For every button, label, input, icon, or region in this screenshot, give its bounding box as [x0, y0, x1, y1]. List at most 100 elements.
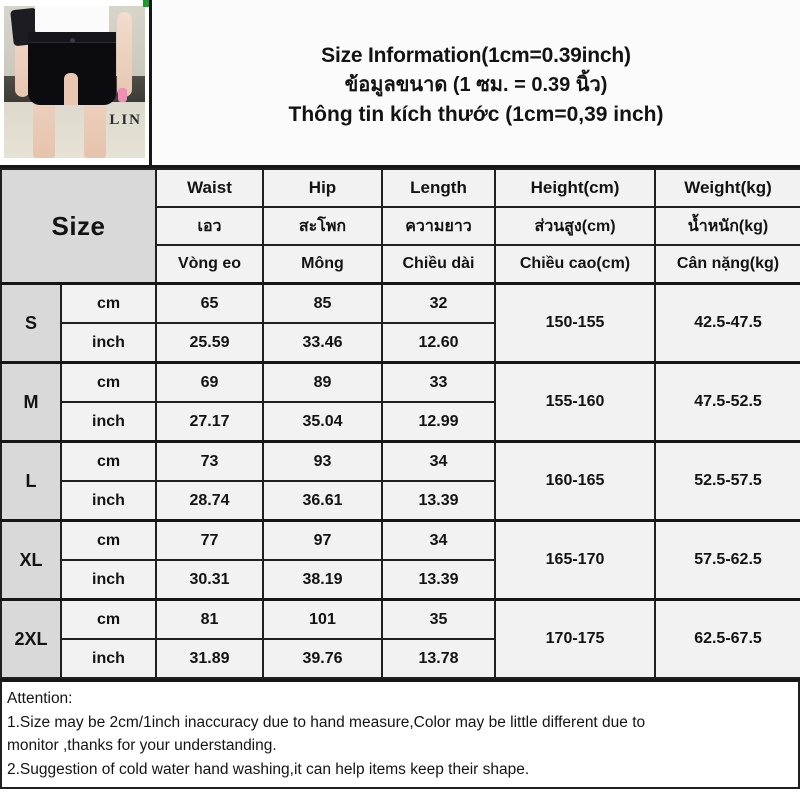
- size-cell-l: L: [0, 440, 62, 522]
- cell-weight: 57.5-62.5: [654, 519, 800, 601]
- table-row: XL cm 77 97 34 165-170 57.5-62.5: [0, 519, 800, 601]
- attention-note-1b: monitor ,thanks for your understanding.: [7, 737, 277, 755]
- header-weight-vi: Cân nặng(kg): [654, 244, 800, 285]
- cell-height: 155-160: [494, 361, 656, 443]
- cell-waist-inch: 27.17: [155, 401, 264, 443]
- cell-hip-cm: 93: [262, 440, 383, 482]
- unit-cell-inch: inch: [60, 480, 157, 522]
- photo-background-floor: [4, 101, 145, 158]
- table-row: inch 30.31 38.19 13.39: [1, 559, 800, 601]
- size-table: Size Waist Hip Length Height(cm) Weight(…: [0, 168, 800, 679]
- cell-hip-inch: 35.04: [262, 401, 383, 443]
- cell-hip-inch: 36.61: [262, 480, 383, 522]
- cell-hip-inch: 39.76: [262, 638, 383, 679]
- header-hip-vi: Mông: [262, 244, 383, 285]
- header-waist-th: เอว: [155, 206, 264, 246]
- table-header-row-english: Size Waist Hip Length Height(cm) Weight(…: [0, 168, 800, 285]
- table-row: inch 27.17 35.04 12.99: [1, 401, 800, 443]
- cell-weight: 52.5-57.5: [654, 440, 800, 522]
- header-length-en: Length: [381, 168, 496, 208]
- table-row: L cm 73 93 34 160-165 52.5-57.5: [0, 440, 800, 522]
- table-header-row-thai: เอว สะโพก ความยาว ส่วนสูง(cm) น้ำหนัก(kg…: [1, 206, 800, 246]
- attention-note-2: 2.Suggestion of cold water hand washing,…: [7, 760, 530, 778]
- cell-waist-inch: 31.89: [155, 638, 264, 679]
- header-hip-th: สะโพก: [262, 206, 383, 246]
- table-row: M cm 69 89 33 155-160 47.5-52.5: [0, 361, 800, 443]
- cell-length-cm: 33: [381, 361, 496, 403]
- size-cell-xl: XL: [0, 519, 62, 601]
- photo-white-tshirt: [35, 6, 109, 37]
- unit-cell-cm: cm: [60, 598, 157, 640]
- table-row: inch 28.74 36.61 13.39: [1, 480, 800, 522]
- cell-height: 165-170: [494, 519, 656, 601]
- cell-length-inch: 12.60: [381, 322, 496, 364]
- cell-hip-cm: 101: [262, 598, 383, 640]
- unit-cell-inch: inch: [60, 638, 157, 679]
- cell-length-cm: 34: [381, 519, 496, 561]
- photo-shorts-button: [70, 37, 75, 43]
- cell-length-inch: 13.39: [381, 559, 496, 601]
- cell-waist-cm: 77: [155, 519, 264, 561]
- product-photo-image: LIN: [4, 6, 145, 158]
- title-vietnamese: Thông tin kích thước (1cm=0,39 inch): [288, 102, 664, 126]
- cell-height: 160-165: [494, 440, 656, 522]
- attention-heading: Attention:: [7, 690, 73, 707]
- unit-cell-cm: cm: [60, 519, 157, 561]
- table-row: 2XL cm 81 101 35 170-175 62.5-67.5: [0, 598, 800, 679]
- cell-length-cm: 35: [381, 598, 496, 640]
- size-column-label: Size: [0, 168, 157, 285]
- table-header-row-vietnamese: Vòng eo Mông Chiều dài Chiều cao(cm) Cân…: [1, 244, 800, 285]
- photo-pink-accessory: [118, 88, 127, 103]
- title-block: Size Information(1cm=0.39inch) ข้อมูลขนา…: [152, 0, 800, 165]
- table-row: S cm 65 85 32 150-155 42.5-47.5: [0, 282, 800, 364]
- title-english: Size Information(1cm=0.39inch): [321, 44, 631, 68]
- photo-black-shorts: [28, 31, 116, 105]
- size-cell-2xl: 2XL: [0, 598, 62, 679]
- header-height-vi: Chiều cao(cm): [494, 244, 656, 285]
- cell-hip-inch: 33.46: [262, 322, 383, 364]
- cell-hip-cm: 89: [262, 361, 383, 403]
- size-cell-m: M: [0, 361, 62, 443]
- cell-weight: 62.5-67.5: [654, 598, 800, 679]
- cell-hip-cm: 85: [262, 282, 383, 324]
- cell-waist-cm: 73: [155, 440, 264, 482]
- title-thai: ข้อมูลขนาด (1 ซม. = 0.39 นิ้ว): [344, 74, 608, 97]
- size-cell-s: S: [0, 282, 62, 364]
- photo-corner-marker: [143, 0, 149, 7]
- header-weight-th: น้ำหนัก(kg): [654, 206, 800, 246]
- header-height-en: Height(cm): [494, 168, 656, 208]
- cell-hip-inch: 38.19: [262, 559, 383, 601]
- table-row: inch 31.89 39.76 13.78: [1, 638, 800, 679]
- cell-waist-cm: 69: [155, 361, 264, 403]
- cell-length-cm: 32: [381, 282, 496, 324]
- attention-note-1a: 1.Size may be 2cm/1inch inaccuracy due t…: [7, 713, 646, 731]
- cell-length-inch: 13.39: [381, 480, 496, 522]
- cell-length-inch: 13.78: [381, 638, 496, 679]
- table-row: inch 25.59 33.46 12.60: [1, 322, 800, 364]
- header-waist-vi: Vòng eo: [155, 244, 264, 285]
- photo-model-arm-right: [117, 12, 132, 98]
- cell-waist-cm: 65: [155, 282, 264, 324]
- header-hip-en: Hip: [262, 168, 383, 208]
- cell-waist-inch: 30.31: [155, 559, 264, 601]
- header-length-th: ความยาว: [381, 206, 496, 246]
- header-weight-en: Weight(kg): [654, 168, 800, 208]
- header-band: LIN Size Information(1cm=0.39inch) ข้อมู…: [0, 0, 800, 168]
- cell-height: 150-155: [494, 282, 656, 364]
- cell-length-cm: 34: [381, 440, 496, 482]
- unit-cell-inch: inch: [60, 559, 157, 601]
- cell-hip-cm: 97: [262, 519, 383, 561]
- header-height-th: ส่วนสูง(cm): [494, 206, 656, 246]
- header-length-vi: Chiều dài: [381, 244, 496, 285]
- cell-waist-inch: 25.59: [155, 322, 264, 364]
- cell-waist-cm: 81: [155, 598, 264, 640]
- product-photo: LIN: [0, 0, 152, 165]
- unit-cell-cm: cm: [60, 282, 157, 324]
- unit-cell-inch: inch: [60, 322, 157, 364]
- photo-shorts-waistband: [28, 31, 116, 44]
- header-waist-en: Waist: [155, 168, 264, 208]
- unit-cell-cm: cm: [60, 440, 157, 482]
- cell-weight: 47.5-52.5: [654, 361, 800, 443]
- cell-height: 170-175: [494, 598, 656, 679]
